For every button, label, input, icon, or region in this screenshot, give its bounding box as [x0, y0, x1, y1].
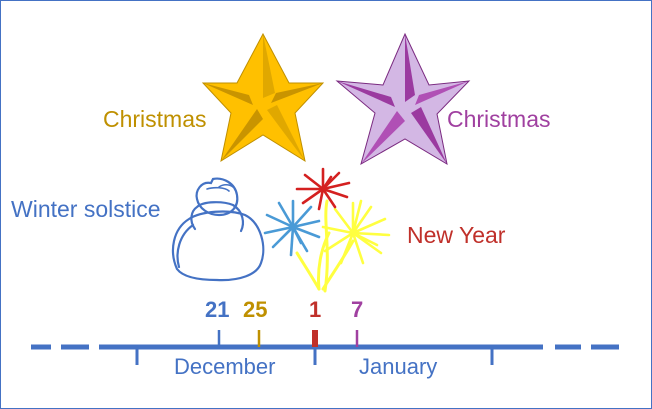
day-25-label: 25: [243, 297, 268, 322]
snowman-icon: [171, 177, 265, 282]
day-1-label: 1: [309, 297, 322, 322]
fireworks-icon: [263, 167, 391, 293]
christmas-purple-label: Christmas: [447, 106, 551, 132]
christmas-gold-label: Christmas: [103, 106, 207, 132]
month-december-label: December: [174, 354, 276, 379]
gold-star-icon: [201, 32, 325, 163]
month-boundary-ticks: [135, 347, 494, 365]
new-year-label: New Year: [407, 222, 506, 248]
purple-star-icon: [335, 32, 471, 166]
winter-solstice-label: Winter solstice: [11, 196, 161, 222]
month-january-label: January: [359, 354, 438, 379]
day-21-label: 21: [205, 297, 230, 322]
day-7-label: 7: [351, 297, 364, 322]
